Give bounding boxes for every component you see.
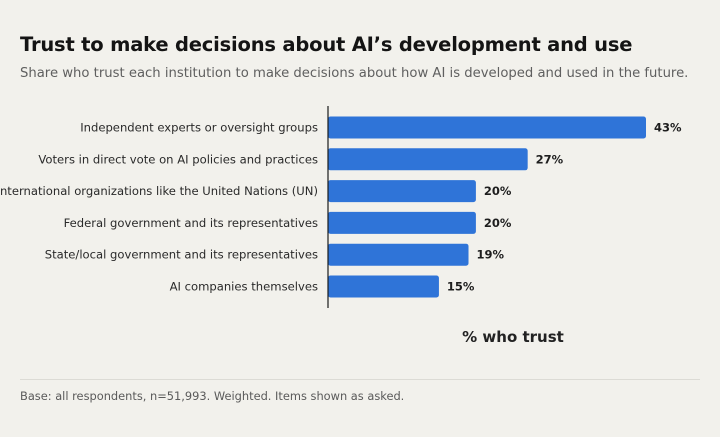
bar (328, 148, 528, 171)
bar (328, 116, 646, 139)
value-label: 43% (654, 121, 682, 135)
value-label: 20% (484, 184, 512, 198)
chart-title: Trust to make decisions about AI’s devel… (20, 33, 633, 56)
chart-subtitle: Share who trust each institution to make… (20, 66, 689, 81)
x-axis-title: % who trust (462, 328, 564, 346)
bar (328, 211, 476, 234)
category-label: International organizations like the Uni… (0, 184, 318, 198)
category-label: State/local government and its represent… (45, 248, 318, 262)
category-label: Federal government and its representativ… (64, 216, 318, 230)
value-label: 20% (484, 216, 512, 230)
value-label: 27% (536, 152, 564, 166)
footnote: Base: all respondents, n=51,993. Weighte… (20, 389, 405, 403)
value-label: 19% (477, 248, 505, 262)
bar (328, 243, 469, 266)
bar (328, 180, 476, 203)
category-label: AI companies themselves (170, 280, 318, 294)
bar (328, 275, 439, 298)
bar-chart: Independent experts or oversight groups 4… (0, 106, 682, 346)
category-label: Voters in direct vote on AI policies and… (38, 152, 318, 166)
value-label: 15% (447, 280, 475, 294)
category-label: Independent experts or oversight groups (80, 121, 318, 135)
footer-divider (20, 379, 700, 380)
